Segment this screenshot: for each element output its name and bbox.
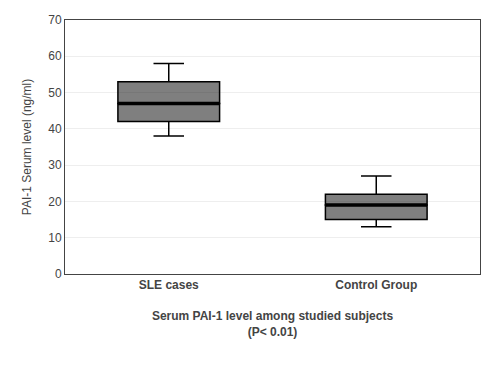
svg-text:50: 50 (48, 86, 62, 100)
svg-text:PAI-1 Serum level (ng/ml): PAI-1 Serum level (ng/ml) (20, 79, 34, 215)
svg-text:10: 10 (48, 231, 62, 245)
svg-text:20: 20 (48, 195, 62, 209)
svg-text:60: 60 (48, 49, 62, 63)
svg-text:0: 0 (55, 267, 62, 281)
svg-text:40: 40 (48, 122, 62, 136)
svg-text:SLE cases: SLE cases (139, 278, 199, 292)
svg-text:30: 30 (48, 158, 62, 172)
svg-text:70: 70 (48, 13, 62, 27)
svg-text:Control Group: Control Group (335, 278, 417, 292)
svg-text:Serum PAI-1 level among studie: Serum PAI-1 level among studied subjects… (152, 309, 394, 339)
